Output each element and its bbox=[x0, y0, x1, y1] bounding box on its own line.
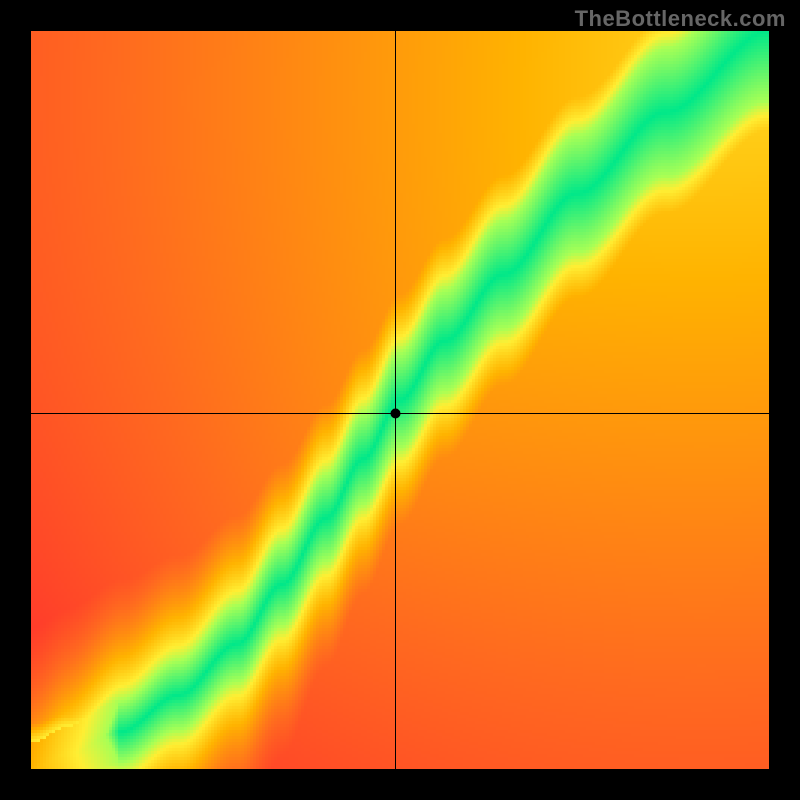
watermark-label: TheBottleneck.com bbox=[575, 6, 786, 32]
bottleneck-heatmap-container: TheBottleneck.com bbox=[0, 0, 800, 800]
bottleneck-heatmap-canvas bbox=[0, 0, 800, 800]
